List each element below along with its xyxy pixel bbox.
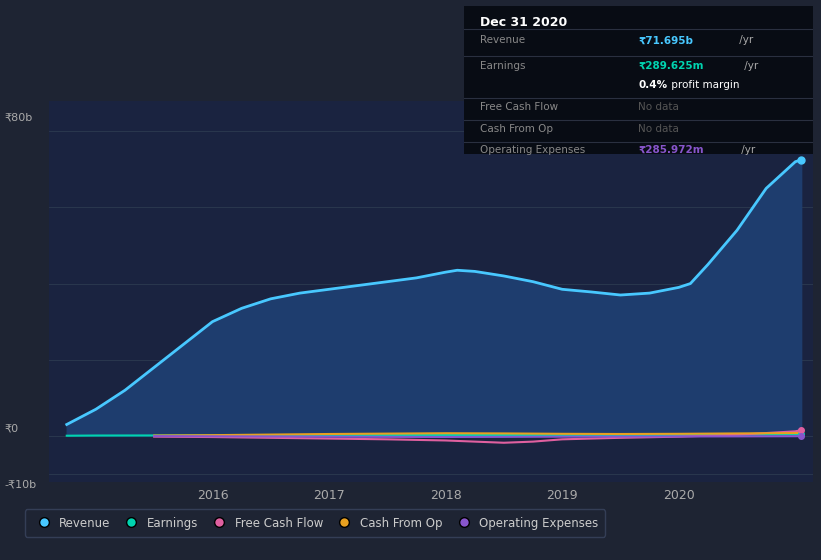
Text: No data: No data bbox=[639, 102, 679, 112]
Text: /yr: /yr bbox=[738, 145, 755, 155]
Text: Operating Expenses: Operating Expenses bbox=[479, 145, 585, 155]
Text: ₹80b: ₹80b bbox=[4, 113, 32, 123]
Text: -₹10b: -₹10b bbox=[4, 479, 36, 489]
Text: ₹0: ₹0 bbox=[4, 423, 18, 433]
Text: ₹285.972m: ₹285.972m bbox=[639, 145, 704, 155]
Text: /yr: /yr bbox=[736, 35, 754, 45]
Text: No data: No data bbox=[639, 124, 679, 134]
Text: Free Cash Flow: Free Cash Flow bbox=[479, 102, 557, 112]
Text: Revenue: Revenue bbox=[479, 35, 525, 45]
Text: profit margin: profit margin bbox=[668, 80, 740, 90]
Text: ₹71.695b: ₹71.695b bbox=[639, 35, 693, 45]
Text: ₹289.625m: ₹289.625m bbox=[639, 60, 704, 71]
Text: Earnings: Earnings bbox=[479, 60, 525, 71]
Text: 0.4%: 0.4% bbox=[639, 80, 667, 90]
Text: Cash From Op: Cash From Op bbox=[479, 124, 553, 134]
Text: /yr: /yr bbox=[741, 60, 759, 71]
Legend: Revenue, Earnings, Free Cash Flow, Cash From Op, Operating Expenses: Revenue, Earnings, Free Cash Flow, Cash … bbox=[25, 510, 605, 536]
Text: Dec 31 2020: Dec 31 2020 bbox=[479, 16, 566, 29]
